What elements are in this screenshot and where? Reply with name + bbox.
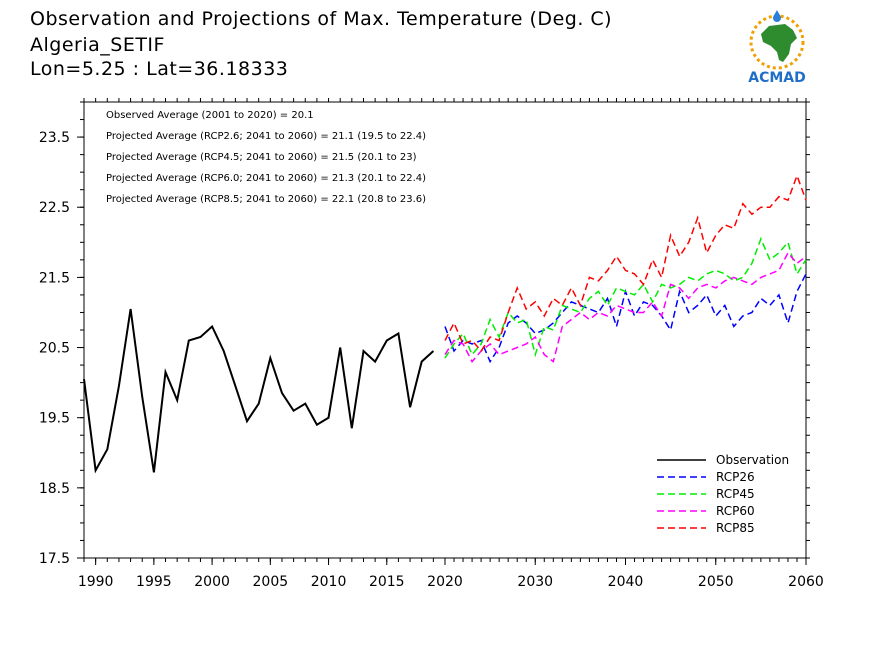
chart-series [83, 173, 807, 474]
series-line-observation [83, 308, 435, 474]
x-tick-label: 2040 [608, 574, 644, 590]
y-tick-label: 21.5 [39, 270, 70, 286]
x-tick-label: 1990 [78, 574, 114, 590]
x-tick-label: 2020 [427, 574, 463, 590]
chart-axes: 1990 1995 2000 2005 2010 2015 2020 2030 2040 2050… [39, 98, 824, 590]
average-annotation: Observed Average (2001 to 2020) = 20.1 [106, 110, 314, 121]
y-tick-label: 19.5 [39, 411, 70, 427]
average-annotation: Projected Average (RCP4.5; 2041 to 2060)… [106, 152, 417, 163]
acmad-logo: ACMAD [735, 8, 819, 86]
series-line-rcp60 [444, 251, 807, 363]
x-tick-label: 2030 [517, 574, 553, 590]
series-line-rcp85 [444, 173, 807, 353]
logo-text: ACMAD [748, 70, 806, 86]
series-line-rcp26 [444, 273, 807, 364]
plot-frame [83, 101, 807, 559]
x-tick-label: 2015 [369, 574, 405, 590]
y-tick-label: 22.5 [39, 200, 70, 216]
x-tick-label: 2000 [194, 574, 230, 590]
legend-label: RCP85 [716, 521, 755, 535]
chart-legend: Observation RCP26 RCP45 RCP60 RCP85 [657, 453, 789, 535]
average-annotation: Projected Average (RCP2.6; 2041 to 2060)… [106, 131, 426, 142]
legend-label: RCP45 [716, 487, 755, 501]
average-annotation: Projected Average (RCP8.5; 2041 to 2060)… [106, 194, 426, 205]
africa-map-logo-icon: ACMAD [748, 10, 806, 86]
x-tick-label: 1995 [136, 574, 172, 590]
chart-title: Observation and Projections of Max. Temp… [30, 8, 613, 30]
x-tick-label: 2005 [253, 574, 289, 590]
chart-annotations: Observed Average (2001 to 2020) = 20.1 Pr… [106, 110, 426, 205]
x-tick-label: 2060 [788, 574, 824, 590]
y-tick-label: 17.5 [39, 551, 70, 567]
y-tick-label: 23.5 [39, 130, 70, 146]
legend-label: RCP60 [716, 504, 755, 518]
series-line-rcp45 [444, 236, 807, 359]
location-name: Algeria_SETIF [30, 34, 165, 56]
average-annotation: Projected Average (RCP6.0; 2041 to 2060)… [106, 173, 426, 184]
y-tick-label: 20.5 [39, 341, 70, 357]
legend-label: RCP26 [716, 470, 755, 484]
x-tick-label: 2010 [311, 574, 347, 590]
x-tick-label: 2050 [698, 574, 734, 590]
y-tick-label: 18.5 [39, 481, 70, 497]
legend-label: Observation [716, 453, 789, 467]
coordinates-label: Lon=5.25 : Lat=36.18333 [30, 58, 289, 80]
